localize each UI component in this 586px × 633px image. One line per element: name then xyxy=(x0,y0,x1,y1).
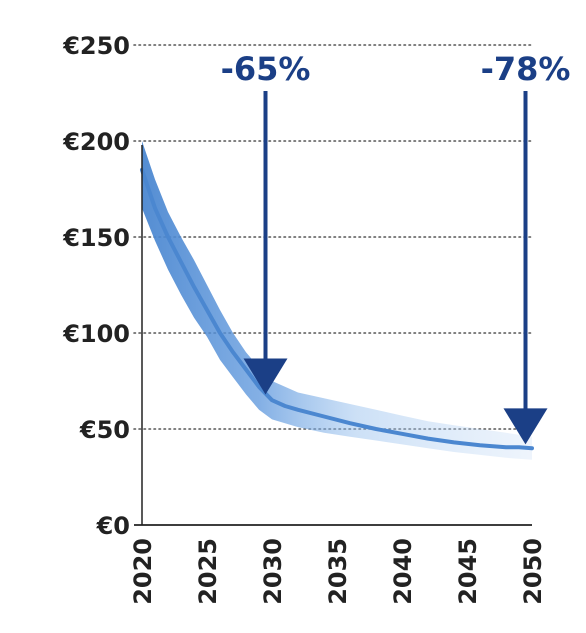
x-tick-label: 2045 xyxy=(454,538,482,605)
x-tick-label: 2020 xyxy=(129,538,157,605)
grid-lines xyxy=(133,44,533,430)
y-tick-label: €250 xyxy=(62,32,130,60)
axes xyxy=(134,145,532,526)
y-tick-label: €150 xyxy=(62,224,130,252)
range-band xyxy=(142,141,532,460)
annotation-label: -65% xyxy=(221,50,311,88)
y-tick-labels: €0 €50 €100 €150 €200 €250 xyxy=(62,32,130,540)
x-tick-label: 2035 xyxy=(324,538,352,605)
series-line-path xyxy=(140,167,534,451)
annotation-arrowhead xyxy=(243,358,288,395)
x-tick-label: 2030 xyxy=(259,538,287,605)
annotations: -65% -78% xyxy=(221,50,571,445)
y-tick-label: €200 xyxy=(62,128,130,156)
x-tick-label: 2025 xyxy=(194,538,222,605)
x-tick-label: 2040 xyxy=(389,538,417,605)
x-tick-label: 2050 xyxy=(519,538,547,605)
y-tick-label: €50 xyxy=(79,416,130,444)
y-tick-label: €100 xyxy=(62,320,130,348)
x-tick-labels: 2020 2025 2030 2035 2040 2045 2050 xyxy=(129,538,547,605)
annotation-label: -78% xyxy=(481,50,571,88)
series-line xyxy=(140,167,534,451)
y-tick-label: €0 xyxy=(96,512,130,540)
range-band-area xyxy=(142,141,532,460)
annotation-arrowhead xyxy=(503,408,548,445)
